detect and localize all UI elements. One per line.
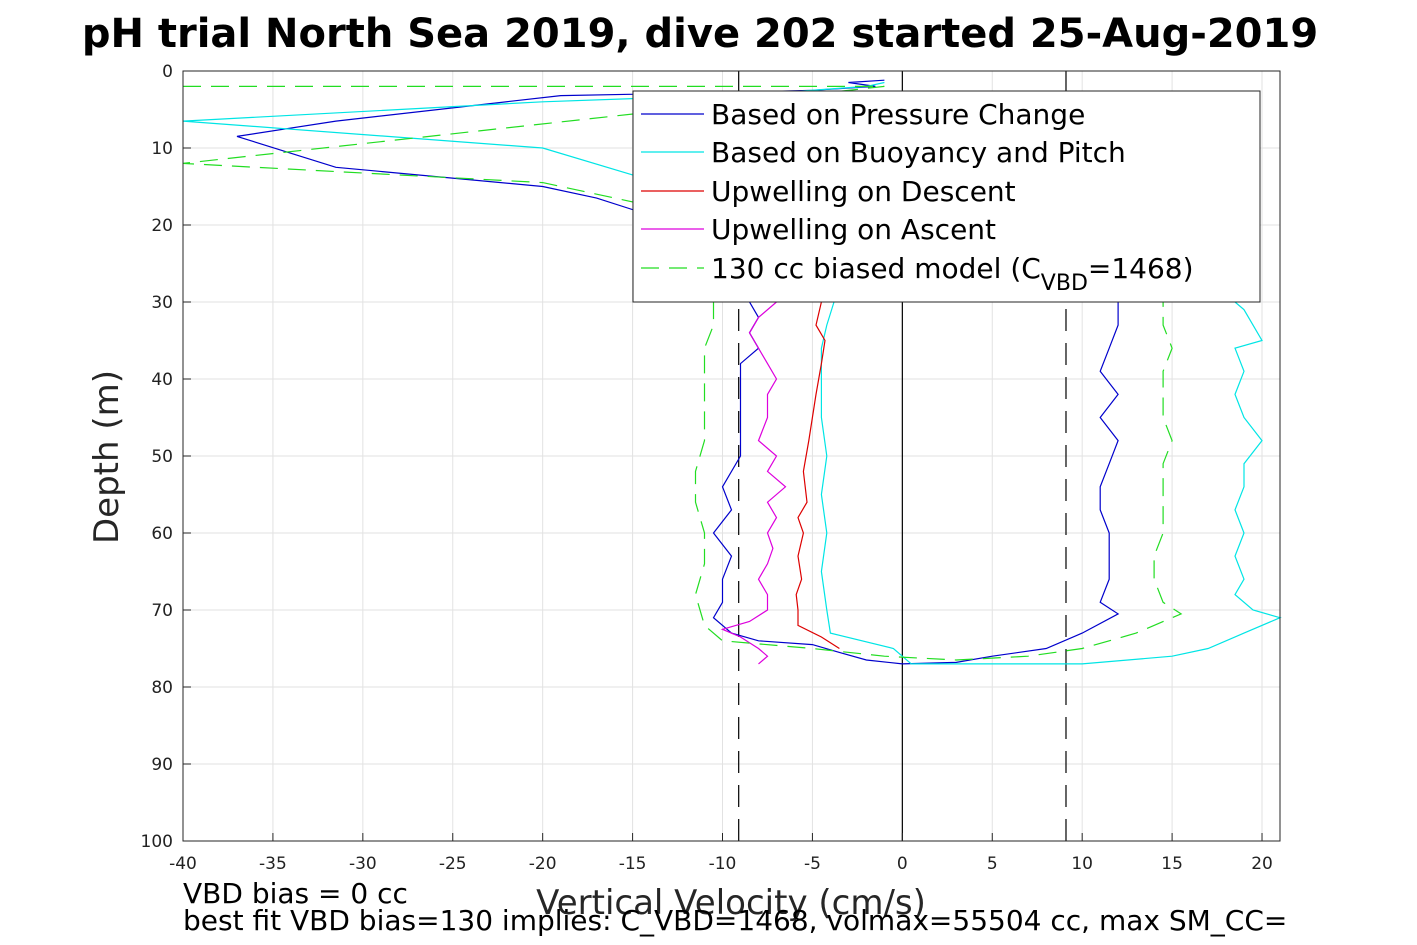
- y-tick-label: 50: [151, 447, 173, 467]
- legend-label-buoyancy: Based on Buoyancy and Pitch: [711, 136, 1126, 169]
- legend-label-pressure: Based on Pressure Change: [711, 98, 1085, 131]
- legend: Based on Pressure Change Based on Buoyanc…: [632, 90, 1261, 303]
- y-tick-label: 10: [151, 139, 173, 159]
- best-fit-note: best fit VBD bias=130 implies: C_VBD=146…: [183, 904, 1287, 937]
- x-tick-label: -40: [169, 854, 197, 874]
- x-tick-label: -15: [619, 854, 647, 874]
- legend-box: [632, 90, 1261, 303]
- x-tick-label: -35: [259, 854, 287, 874]
- y-tick-label: 70: [151, 601, 173, 621]
- x-tick-label: -5: [804, 854, 821, 874]
- x-tick-label: 15: [1161, 854, 1183, 874]
- x-tick-label: -20: [529, 854, 557, 874]
- x-tick-label: -10: [709, 854, 737, 874]
- series-line-pressure: [236, 79, 1120, 665]
- vbd-bias-note: VBD bias = 0 cc: [183, 877, 408, 910]
- y-tick-label: 100: [141, 832, 173, 852]
- y-axis-label: Depth (m): [87, 370, 127, 544]
- y-tick-label: 90: [151, 755, 173, 775]
- y-tick-label: 80: [151, 678, 173, 698]
- x-tick-label: 5: [987, 854, 998, 874]
- series-line-upwell_desc: [795, 301, 840, 650]
- series-line-upwell_asc: [720, 301, 787, 665]
- x-tick-label: 10: [1071, 854, 1093, 874]
- y-tick-label: 20: [151, 216, 173, 236]
- y-tick-labels: 0 10 20 30 40 50 60 70 80 90 100: [141, 62, 191, 852]
- x-axis-label: Vertical Velocity (cm/s): [536, 883, 926, 923]
- y-tick-label: 0: [162, 62, 173, 82]
- series-line-model: [182, 85, 1183, 661]
- y-tick-label: 30: [151, 293, 173, 313]
- chart-title: pH trial North Sea 2019, dive 202 starte…: [82, 11, 1318, 57]
- y-tick-label: 60: [151, 524, 173, 544]
- x-tick-label: 20: [1251, 854, 1273, 874]
- legend-label-upwell_desc: Upwelling on Descent: [711, 175, 1016, 208]
- x-tick-label: -30: [349, 854, 377, 874]
- y-tick-label: 40: [151, 370, 173, 390]
- x-tick-label: -25: [439, 854, 467, 874]
- x-tick-label: 0: [897, 854, 908, 874]
- legend-label-upwell_asc: Upwelling on Ascent: [711, 213, 996, 246]
- x-tick-labels: -40 -35 -30 -25 -20 -15 -10 -5 0 5 10 15 20: [169, 833, 1273, 874]
- legend-label-model: 130 cc biased model (CVBD=1468): [711, 252, 1194, 296]
